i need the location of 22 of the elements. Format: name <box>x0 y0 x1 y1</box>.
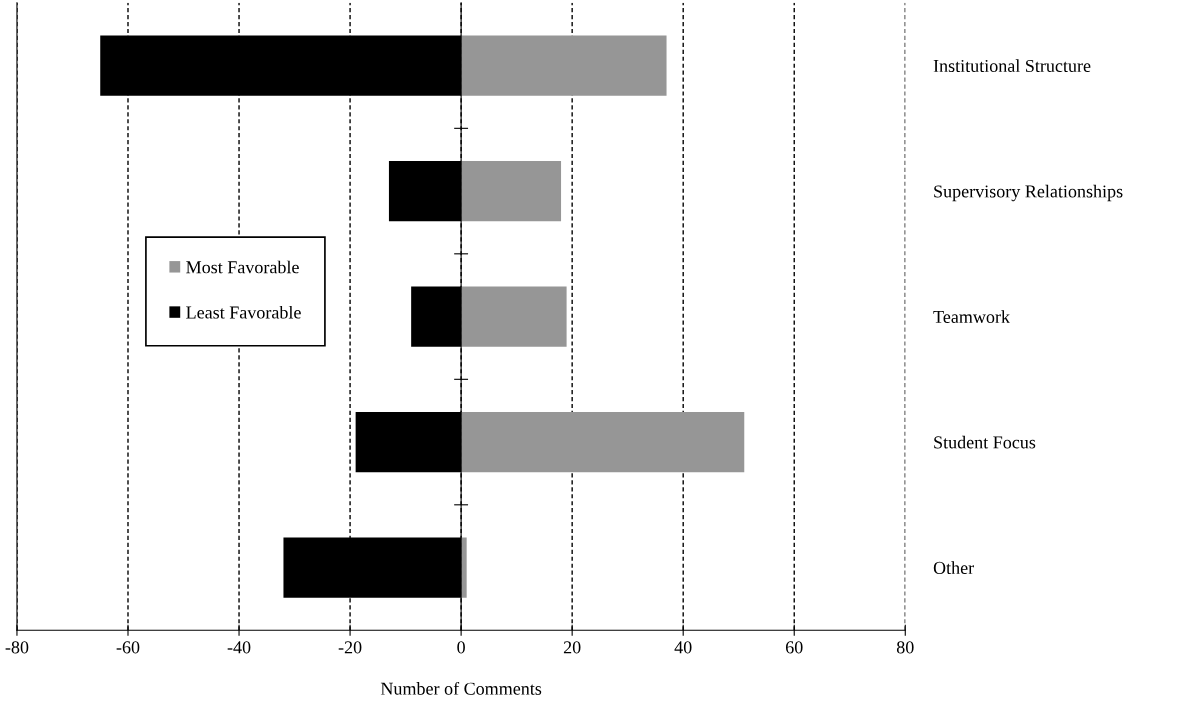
y-tick-label: Student Focus <box>934 435 1036 449</box>
x-tick-label: -20 <box>338 641 362 654</box>
y-tick-label: Other <box>933 561 974 574</box>
y-tick-label: Institutional Structure <box>933 59 1091 73</box>
bar <box>461 286 567 347</box>
x-tick-label: 60 <box>785 641 803 654</box>
x-tick-label: 80 <box>896 641 914 654</box>
bar <box>461 160 562 222</box>
bar <box>461 411 745 473</box>
y-tick-label: Teamwork <box>933 310 1010 324</box>
x-tick-label: -60 <box>116 641 140 654</box>
x-tick-label: 40 <box>674 641 692 654</box>
y-tick-label: Supervisory Relationships <box>934 184 1123 202</box>
x-tick-label: -40 <box>227 641 251 654</box>
x-tick-label: 20 <box>563 641 581 654</box>
x-axis-title: Number of Comments <box>380 681 542 695</box>
x-tick-label: -80 <box>5 641 29 654</box>
legend-label: Least Favorable <box>186 305 301 319</box>
bar <box>461 35 667 96</box>
x-tick-label: 0 <box>457 641 465 654</box>
legend-label: Most Favorable <box>186 260 299 274</box>
bar <box>461 537 467 598</box>
